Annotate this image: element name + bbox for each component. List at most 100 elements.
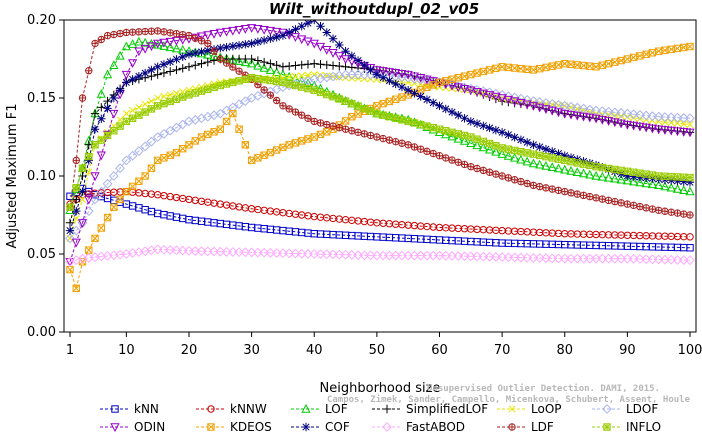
- data-point-lof: [553, 163, 564, 173]
- data-point-cof: [385, 76, 394, 86]
- data-point-loop: [680, 120, 688, 128]
- data-point-inflo: [129, 114, 137, 122]
- data-point-kdeos: [611, 58, 619, 66]
- x-tick-label: 50: [369, 343, 386, 358]
- data-point-loop: [285, 73, 293, 81]
- data-point-inflo: [254, 75, 262, 83]
- data-point-lof: [610, 173, 620, 183]
- data-point-loop: [135, 103, 143, 111]
- data-point-odin: [422, 75, 432, 85]
- data-point-odin: [610, 118, 620, 128]
- data-point-fastabod: [534, 253, 545, 263]
- data-point-fastabod: [522, 252, 533, 263]
- data-point-ldf: [661, 208, 669, 215]
- data-point-cof: [103, 104, 112, 113]
- data-point-inflo: [598, 164, 606, 172]
- data-point-cof: [72, 206, 81, 216]
- data-point-ldf: [273, 97, 280, 104]
- data-point-cof: [429, 98, 438, 107]
- data-point-odin: [547, 106, 557, 116]
- legend-item-cof: COF: [291, 420, 350, 434]
- data-point-ldof: [672, 112, 683, 123]
- data-point-lof: [635, 177, 645, 187]
- data-point-inflo: [266, 76, 274, 85]
- data-point-simplifiedlof: [65, 218, 75, 227]
- data-point-kdeos: [648, 49, 656, 57]
- data-point-ldf: [254, 81, 262, 88]
- data-point-cof: [410, 89, 419, 98]
- data-point-kdeos: [141, 172, 149, 180]
- data-point-ldof: [641, 110, 652, 121]
- data-point-kdeos: [373, 102, 381, 110]
- data-point-fastabod: [265, 248, 276, 258]
- data-point-loop: [122, 110, 130, 118]
- data-point-odin: [253, 25, 263, 34]
- data-point-odin: [246, 24, 257, 33]
- data-point-cof: [516, 135, 526, 145]
- data-point-kdeos: [160, 154, 168, 162]
- data-point-kdeos: [97, 224, 106, 232]
- data-point-inflo: [561, 156, 569, 164]
- data-point-ldof: [403, 72, 414, 83]
- data-point-fastabod: [271, 248, 282, 258]
- data-point-cof: [159, 60, 169, 69]
- data-point-fastabod: [152, 244, 163, 255]
- data-point-odin: [378, 67, 388, 76]
- data-point-inflo: [310, 86, 318, 94]
- data-point-ldf: [404, 141, 412, 148]
- data-point-cof: [191, 48, 200, 58]
- data-point-odin: [566, 110, 576, 120]
- legend-label: LoOP: [531, 402, 562, 416]
- data-point-ldf: [373, 133, 381, 141]
- data-point-odin: [265, 26, 276, 36]
- data-point-inflo: [605, 164, 613, 173]
- data-point-inflo: [342, 97, 350, 105]
- data-point-kdeos: [341, 117, 350, 125]
- data-point-cof: [641, 173, 651, 183]
- data-point-ldf: [79, 94, 86, 102]
- data-point-cof: [353, 56, 363, 65]
- data-point-cof: [460, 114, 469, 123]
- data-point-lof: [472, 140, 482, 150]
- data-point-simplifiedlof: [278, 62, 288, 71]
- data-point-inflo: [273, 77, 281, 86]
- data-point-cof: [529, 140, 538, 149]
- data-point-odin: [65, 258, 75, 267]
- data-point-lof: [585, 169, 595, 179]
- data-point-inflo: [448, 128, 456, 136]
- data-point-kdeos: [122, 188, 130, 196]
- data-point-lof: [466, 138, 476, 147]
- data-point-kdeos: [354, 110, 362, 118]
- data-point-inflo: [204, 85, 212, 93]
- data-point-ldf: [85, 67, 92, 74]
- data-point-kdeos: [147, 164, 156, 172]
- data-point-cof: [253, 37, 263, 47]
- data-point-kdeos: [66, 266, 74, 274]
- data-point-kdeos: [254, 154, 262, 162]
- data-point-odin: [660, 126, 670, 135]
- data-point-ldf: [467, 163, 475, 170]
- data-point-fastabod: [547, 253, 558, 264]
- data-point-cof: [510, 133, 519, 142]
- data-point-inflo: [661, 172, 669, 180]
- legend-swatch-marker: [207, 423, 215, 431]
- data-point-inflo: [291, 81, 300, 90]
- data-point-cof: [90, 125, 100, 134]
- legend-label: LDF: [531, 420, 554, 434]
- data-point-lof: [510, 152, 520, 162]
- data-point-kdeos: [636, 52, 644, 60]
- legend-swatch-marker: [508, 423, 516, 431]
- data-point-kdeos: [442, 77, 450, 85]
- data-point-odin: [384, 68, 395, 77]
- data-point-lof: [459, 135, 470, 145]
- data-point-kdeos: [605, 60, 613, 68]
- data-point-ldof: [102, 178, 113, 189]
- data-point-ldf: [668, 208, 675, 216]
- series-kdeos: [66, 42, 694, 293]
- data-point-lof: [503, 150, 514, 160]
- data-point-lof: [453, 133, 463, 143]
- data-point-ldf: [430, 150, 437, 157]
- data-point-ldf: [511, 176, 518, 183]
- data-point-ldf: [292, 108, 299, 116]
- data-point-fastabod: [309, 249, 320, 259]
